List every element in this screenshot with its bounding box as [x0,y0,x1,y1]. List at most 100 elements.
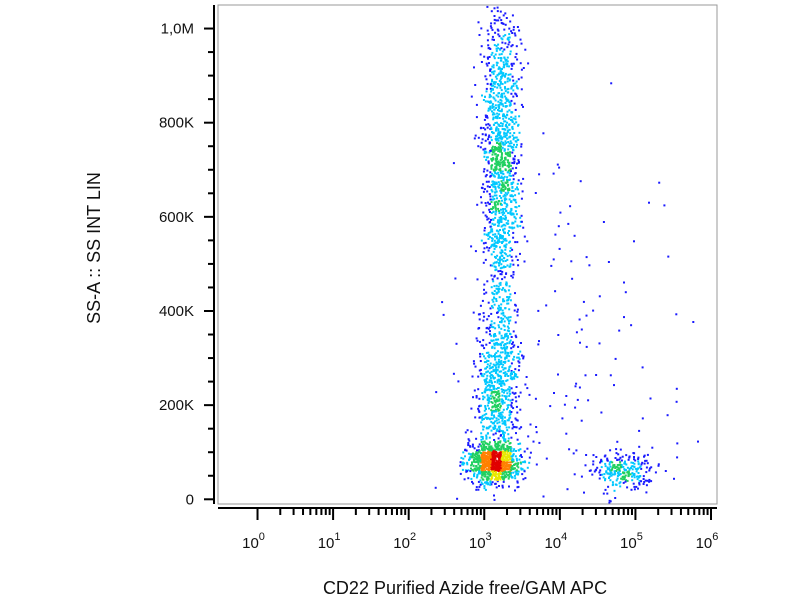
event-dot [506,296,509,299]
event-dot [493,55,496,58]
event-dot [480,441,483,443]
event-dot [513,392,516,395]
event-dot [508,128,511,131]
event-dot [486,169,489,172]
event-dot [504,58,507,61]
event-dot [513,377,516,380]
event-dot [510,142,513,145]
event-dot [507,129,510,132]
event-dot [488,326,491,329]
event-dot [486,359,489,362]
event-dot [491,71,493,74]
event-dot [596,466,599,469]
event-dot [500,145,502,148]
event-dot [501,476,504,479]
event-dot [474,457,477,460]
event-dot [496,453,499,456]
event-dot [487,217,490,220]
event-dot [471,461,473,464]
event-dot [514,477,517,480]
event-dot [503,227,506,230]
event-dot [483,473,486,476]
event-dot [500,319,503,322]
event-dot [496,428,499,431]
event-dot [516,376,519,379]
event-dot [472,396,474,399]
event-dot [488,62,490,65]
event-dot [513,426,516,429]
event-dot [490,53,493,56]
event-dot [608,467,611,470]
event-dot [473,362,476,365]
event-dot [611,466,614,469]
event-dot [491,239,494,242]
event-dot [490,373,493,376]
event-dot [507,36,510,39]
event-dot [508,189,511,192]
event-dot [517,360,520,363]
event-dot [645,471,648,474]
event-dot [493,97,496,100]
event-dot [515,336,518,339]
event-dot [604,462,607,465]
event-dot [538,441,541,444]
event-dot [480,201,483,204]
event-dot [578,318,581,321]
event-dot [498,412,501,415]
event-dot [505,243,508,246]
event-dot [492,66,495,69]
event-dot [500,99,503,102]
event-dot [522,226,525,229]
event-dot [519,216,522,219]
event-dot [509,374,512,377]
event-dot [489,171,492,174]
event-dot [473,454,476,457]
event-dot [494,463,497,466]
event-dot [604,488,607,491]
event-dot [497,469,500,472]
event-dot [634,467,637,470]
event-dot [504,135,507,138]
event-dot [615,470,618,472]
event-dot [493,38,495,41]
event-dot [614,483,617,486]
event-dot [514,372,516,375]
event-dot [513,143,515,146]
event-dot [580,475,583,478]
event-dot [490,166,493,169]
event-dot [502,444,504,447]
event-dot [489,377,492,379]
event-dot [506,98,509,101]
event-dot [607,485,610,488]
event-dot [488,454,491,457]
event-dot [500,375,503,378]
event-dot [498,296,501,299]
event-dot [506,342,509,345]
event-dot [507,370,510,373]
event-dot [489,149,492,152]
event-dot [489,83,492,86]
event-dot [493,175,496,178]
event-dot [499,308,502,311]
event-dot [506,110,509,113]
event-dot [471,454,474,457]
event-dot [495,241,497,244]
event-dot [519,442,522,445]
event-dot [624,291,627,294]
event-dot [493,57,496,60]
event-dot [610,474,613,477]
event-dot [504,75,506,78]
event-dot [622,471,625,474]
event-dot [499,218,502,221]
event-dot [500,460,502,463]
event-dot [495,147,498,149]
event-dot [483,247,486,250]
event-dot [496,391,499,394]
event-dot [491,65,494,68]
event-dot [500,400,503,403]
event-dot [503,198,506,200]
event-dot [512,454,515,457]
event-dot [484,202,487,204]
event-dot [490,458,493,461]
event-dot [496,422,499,425]
